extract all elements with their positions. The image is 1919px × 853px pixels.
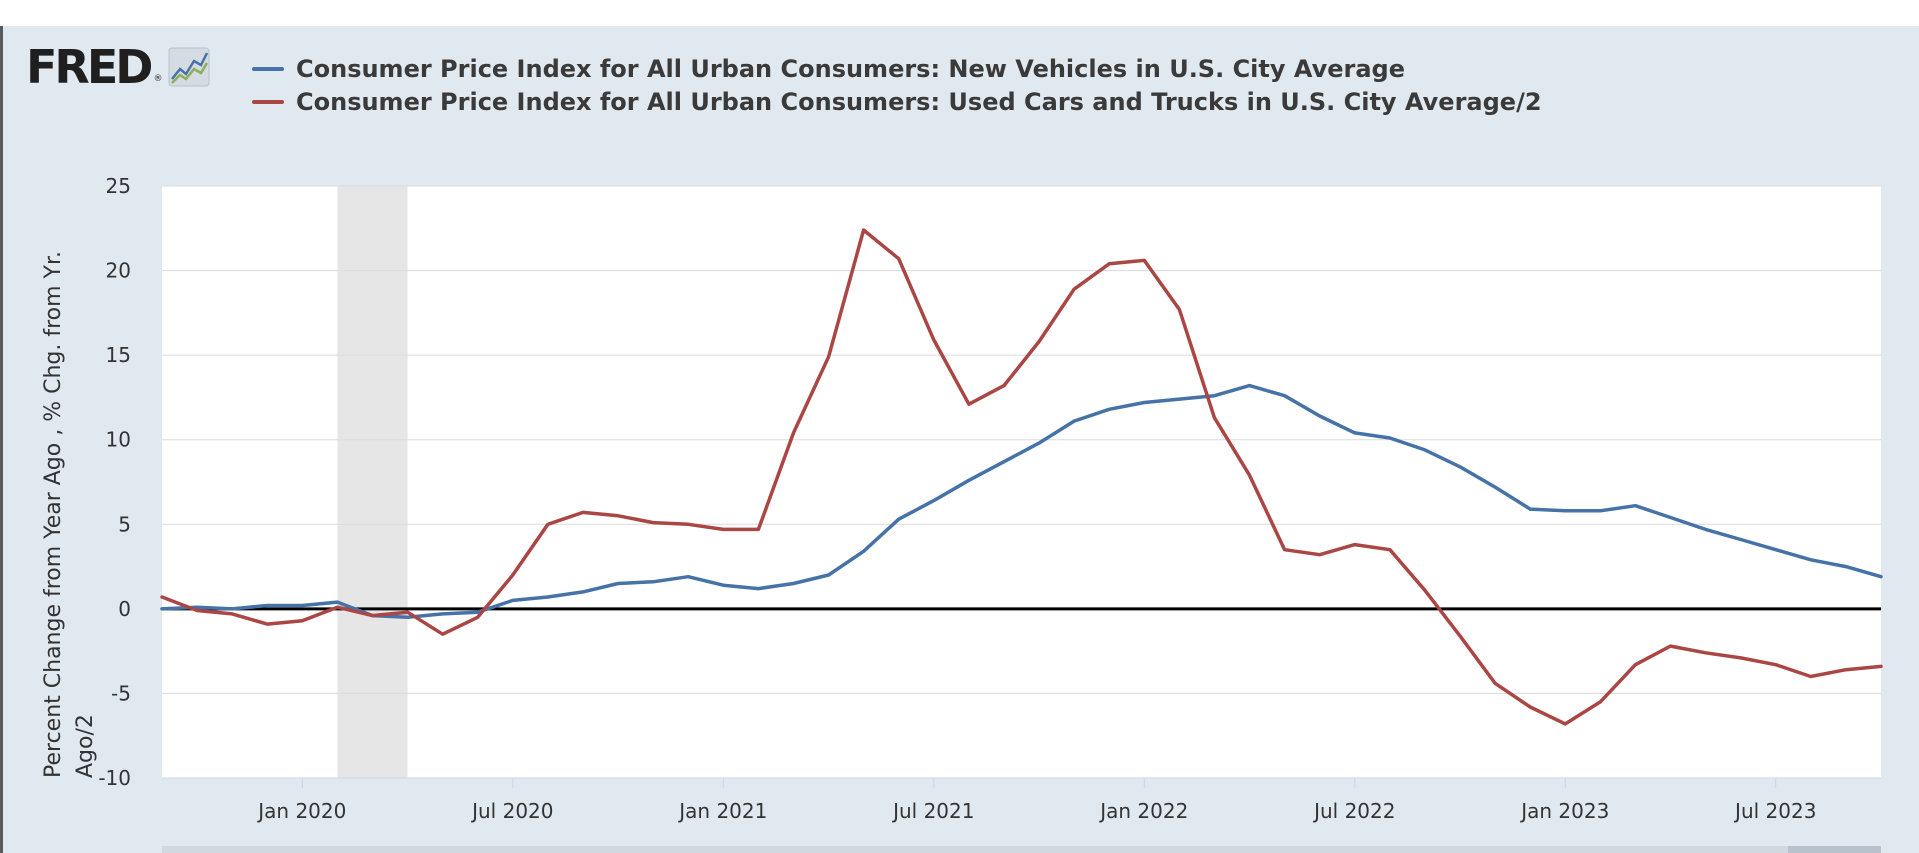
y-tick-label: -10	[98, 766, 131, 790]
plot-area	[162, 186, 1881, 778]
navigator-track	[162, 846, 1881, 853]
legend-label-used-cars: Consumer Price Index for All Urban Consu…	[296, 87, 1542, 116]
legend-item-new-vehicles[interactable]: Consumer Price Index for All Urban Consu…	[252, 52, 1542, 85]
legend-swatch-used-cars	[252, 99, 284, 104]
x-tick-label: Jul 2023	[1733, 799, 1816, 823]
x-tick-label: Jan 2022	[1098, 799, 1188, 823]
legend: Consumer Price Index for All Urban Consu…	[252, 52, 1542, 118]
y-tick-label: 0	[118, 597, 131, 621]
x-tick-label: Jan 2020	[256, 799, 346, 823]
y-tick-label: 10	[106, 428, 131, 452]
legend-item-used-cars[interactable]: Consumer Price Index for All Urban Consu…	[252, 85, 1542, 118]
legend-swatch-new-vehicles	[252, 66, 284, 71]
y-axis-label: Ago/2	[73, 714, 98, 778]
logo-registered-mark: ®	[153, 74, 163, 84]
legend-label-new-vehicles: Consumer Price Index for All Urban Consu…	[296, 54, 1406, 83]
x-tick-label: Jul 2020	[470, 799, 553, 823]
series-line-new-vehicles	[160, 383, 1883, 620]
y-tick-label: 25	[106, 174, 131, 198]
x-tick-label: Jan 2021	[677, 799, 767, 823]
logo-text: FRED	[26, 40, 153, 94]
chart-graph-icon	[168, 47, 210, 87]
y-tick-label: 20	[106, 259, 131, 283]
y-axis-label: Percent Change from Year Ago , % Chg. fr…	[41, 251, 66, 778]
fred-logo[interactable]: FRED ®	[26, 44, 210, 90]
navigator-handle	[1788, 846, 1881, 853]
x-tick-label: Jul 2022	[1312, 799, 1395, 823]
x-tick-label: Jan 2023	[1519, 799, 1609, 823]
y-tick-label: 5	[118, 512, 131, 536]
y-tick-label: 15	[106, 343, 131, 367]
x-tick-label: Jul 2021	[891, 799, 974, 823]
series-line-used-cars	[160, 228, 1883, 726]
recession-shading	[337, 186, 408, 778]
y-tick-label: -5	[111, 681, 131, 705]
